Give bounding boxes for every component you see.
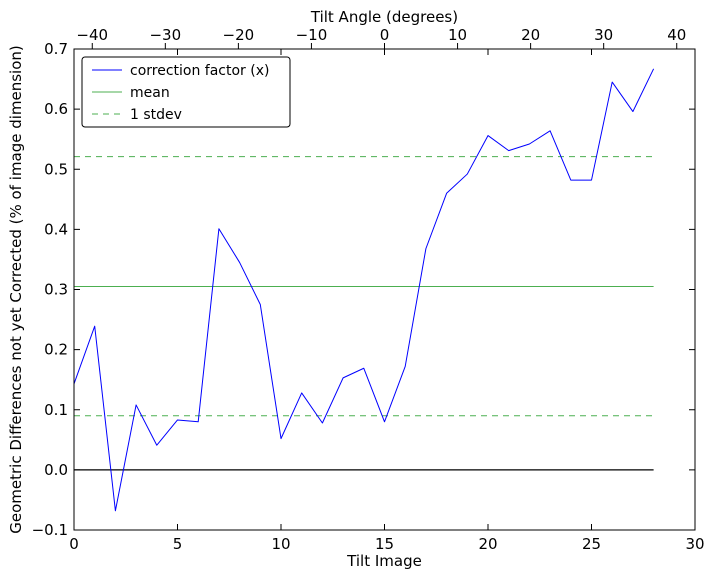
top-x-tick-label: −30 — [149, 26, 181, 44]
legend-label-stdev: 1 stdev — [130, 107, 182, 123]
x-tick-label: 15 — [375, 535, 394, 553]
y-tick-label: 0.0 — [44, 461, 68, 479]
top-x-axis: −40 −30 −20 −10 0 10 20 30 40 — [76, 26, 686, 49]
y-tick-label: −0.1 — [32, 521, 68, 539]
y-tick-label: 0.5 — [44, 160, 68, 178]
top-x-tick-label: −10 — [296, 26, 328, 44]
x-tick-label: 5 — [173, 535, 183, 553]
x-tick-label: 0 — [69, 535, 79, 553]
legend-box — [81, 56, 291, 128]
x-tick-label: 10 — [271, 535, 290, 553]
legend: correction factor (x) mean 1 stdev — [81, 56, 291, 128]
legend-label-correction-factor: correction factor (x) — [130, 63, 269, 79]
plot-lines — [73, 68, 655, 512]
x-tick-label: 20 — [478, 535, 497, 553]
bottom-x-axis: 0 5 10 15 20 25 30 — [69, 49, 705, 553]
top-x-tick-label: −40 — [76, 26, 108, 44]
top-x-tick-label: 20 — [521, 26, 540, 44]
top-x-tick-label: −20 — [223, 26, 255, 44]
top-x-tick-label: 10 — [448, 26, 467, 44]
series-correction-factor-line — [73, 68, 655, 512]
y-tick-label: 0.3 — [44, 281, 68, 299]
top-x-tick-label: 30 — [594, 26, 613, 44]
legend-label-mean: mean — [130, 85, 170, 101]
x-axis-label: Tilt Image — [346, 552, 422, 570]
y-tick-label: 0.4 — [44, 220, 68, 238]
y-tick-label: 0.7 — [44, 40, 68, 58]
x-tick-label: 25 — [582, 535, 601, 553]
y-tick-label: 0.1 — [44, 401, 68, 419]
top-x-tick-label: 0 — [380, 26, 390, 44]
y-tick-label: 0.2 — [44, 341, 68, 359]
y-tick-label: 0.6 — [44, 100, 68, 118]
top-x-tick-label: 40 — [667, 26, 686, 44]
x-tick-label: 30 — [685, 535, 704, 553]
left-y-axis: −0.1 0.0 0.1 0.2 0.3 0.4 0.5 0.6 0.7 — [32, 40, 695, 539]
y-axis-label: Geometric Differences not yet Corrected … — [7, 45, 25, 534]
top-x-axis-label: Tilt Angle (degrees) — [310, 8, 458, 26]
